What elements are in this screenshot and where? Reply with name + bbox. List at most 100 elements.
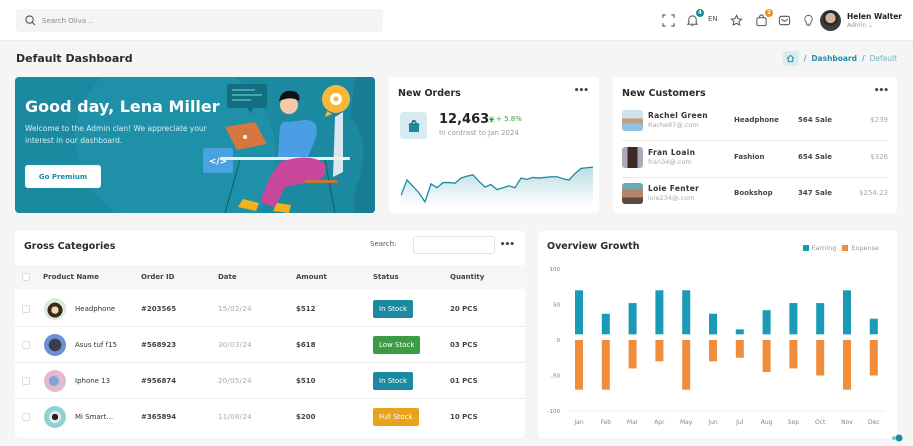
customer-row[interactable]: Fran Loain fran34@.com Fashion 654 Sale … <box>622 142 888 178</box>
card-title: Gross Categories <box>24 241 116 252</box>
customer-category: Bookshop <box>734 189 773 197</box>
go-premium-button[interactable]: Go Premium <box>25 165 101 188</box>
package-icon <box>407 119 420 132</box>
row-checkbox[interactable] <box>22 305 30 313</box>
card-title: Overview Growth <box>547 241 640 252</box>
svg-text:Jul: Jul <box>735 419 744 426</box>
notification-badge: 4 <box>696 9 704 17</box>
settings-button[interactable] <box>890 433 904 443</box>
status-badge[interactable]: In Stock <box>373 300 414 318</box>
more-options-button[interactable]: ••• <box>873 86 889 96</box>
product-image <box>44 334 66 356</box>
order-quantity: 03 PCS <box>450 341 478 349</box>
orders-subtitle: In contrast to Jan 2024 <box>439 129 519 137</box>
messages-button[interactable] <box>777 13 791 27</box>
language-selector[interactable]: EN <box>708 15 718 23</box>
table-row: Mi Smart... #365894 11/08/24 $200 Full S… <box>15 399 525 435</box>
more-options-button[interactable]: ••• <box>573 86 589 96</box>
customer-sales: 347 Sale <box>798 189 832 197</box>
row-checkbox[interactable] <box>22 413 30 421</box>
product-image <box>44 298 66 320</box>
order-id: #365894 <box>141 413 177 421</box>
orders-sparkline <box>401 166 593 207</box>
column-header[interactable]: Quantity <box>450 273 485 281</box>
legend-item-expense[interactable]: Expense <box>842 244 879 252</box>
orders-change: + 5.8% <box>496 115 522 123</box>
order-id: #203565 <box>141 305 177 313</box>
top-bar: 4 EN 2 Helen Walter Admin ⌄ <box>0 0 913 41</box>
fullscreen-button[interactable] <box>661 13 675 27</box>
customer-avatar <box>622 147 643 168</box>
svg-text:100: 100 <box>550 267 561 273</box>
order-amount: $618 <box>296 341 316 349</box>
svg-text:Jan: Jan <box>573 419 583 426</box>
svg-text:Mar: Mar <box>627 419 639 426</box>
gross-categories-card: Gross Categories Search: ••• Product Nam… <box>15 231 525 438</box>
developer-illustration-icon: </> <box>203 77 375 213</box>
column-header[interactable]: Product Name <box>43 273 99 281</box>
svg-text:May: May <box>680 419 693 426</box>
customer-email: loie234@.com <box>648 194 695 202</box>
column-header[interactable]: Order ID <box>141 273 175 281</box>
status-badge[interactable]: Low Stock <box>373 336 421 354</box>
bulb-icon <box>803 14 813 26</box>
breadcrumb-dashboard[interactable]: Dashboard <box>811 54 858 63</box>
customer-price: $239 <box>870 116 888 124</box>
customer-row[interactable]: Rachel Green Rache87@.com Headphone 564 … <box>622 105 888 141</box>
svg-text:Nov: Nov <box>841 419 853 426</box>
status-badge[interactable]: In Stock <box>373 372 414 390</box>
table-search-input[interactable] <box>413 236 495 254</box>
select-all-checkbox[interactable] <box>22 273 30 281</box>
legend-item-earning[interactable]: Earning <box>802 244 836 252</box>
new-orders-card: New Orders ••• 12,463 + 5.8% In contrast… <box>389 77 599 213</box>
notifications-button[interactable]: 4 <box>685 9 704 27</box>
chart-legend: Earning Expense <box>802 244 879 252</box>
svg-text:Aug: Aug <box>761 419 773 426</box>
breadcrumb-separator: / <box>803 54 807 63</box>
customer-name: Rachel Green <box>648 111 708 120</box>
column-header[interactable]: Amount <box>296 273 327 281</box>
bag-icon <box>755 13 767 26</box>
row-checkbox[interactable] <box>22 377 30 385</box>
theme-button[interactable] <box>801 13 815 27</box>
user-role-dropdown[interactable]: Admin ⌄ <box>847 22 874 29</box>
customer-avatar <box>622 183 643 204</box>
breadcrumb-home[interactable] <box>782 51 799 66</box>
overview-growth-chart: 100 50 0 -50 -100 Jan Feb Mar Apr May Jun Jul Aug Sep… <box>548 267 885 426</box>
cart-badge: 2 <box>765 9 773 17</box>
svg-text:Feb: Feb <box>600 419 611 426</box>
svg-text:50: 50 <box>553 303 560 309</box>
trend-up-icon <box>488 116 495 123</box>
product-name: Iphone 13 <box>75 377 111 385</box>
order-amount: $512 <box>296 305 316 313</box>
table-row: Iphone 13 #956874 20/05/24 $510 In Stock… <box>15 363 525 399</box>
gear-icon <box>892 434 903 442</box>
search-box[interactable] <box>16 9 383 32</box>
row-checkbox[interactable] <box>22 341 30 349</box>
cart-button[interactable]: 2 <box>754 9 773 27</box>
home-icon <box>786 54 795 63</box>
order-quantity: 20 PCS <box>450 305 478 313</box>
column-header[interactable]: Date <box>218 273 237 281</box>
user-name[interactable]: Helen Walter <box>847 12 902 21</box>
card-title: New Orders <box>398 88 461 99</box>
favorites-button[interactable] <box>729 13 743 27</box>
svg-text:Sep: Sep <box>788 419 800 426</box>
table-row: Asus tuf f15 #568923 30/03/24 $618 Low S… <box>15 327 525 363</box>
user-avatar[interactable] <box>820 10 841 31</box>
new-customers-card: New Customers ••• Rachel Green Rache87@.… <box>613 77 897 213</box>
order-date: 20/05/24 <box>218 377 252 385</box>
status-badge[interactable]: Full Stock <box>373 408 419 426</box>
customer-row[interactable]: Loie Fenter loie234@.com Bookshop 347 Sa… <box>622 178 888 214</box>
svg-text:</>: </> <box>209 157 227 167</box>
order-date: 11/08/24 <box>218 413 252 421</box>
customer-email: fran34@.com <box>648 158 692 166</box>
product-name: Asus tuf f15 <box>75 341 117 349</box>
fullscreen-icon <box>661 13 675 27</box>
svg-text:-50: -50 <box>551 374 560 380</box>
column-header[interactable]: Status <box>373 273 399 281</box>
svg-text:0: 0 <box>557 338 561 344</box>
more-options-button[interactable]: ••• <box>499 240 515 250</box>
product-name: Headphone <box>75 305 116 313</box>
search-input[interactable] <box>42 16 342 25</box>
